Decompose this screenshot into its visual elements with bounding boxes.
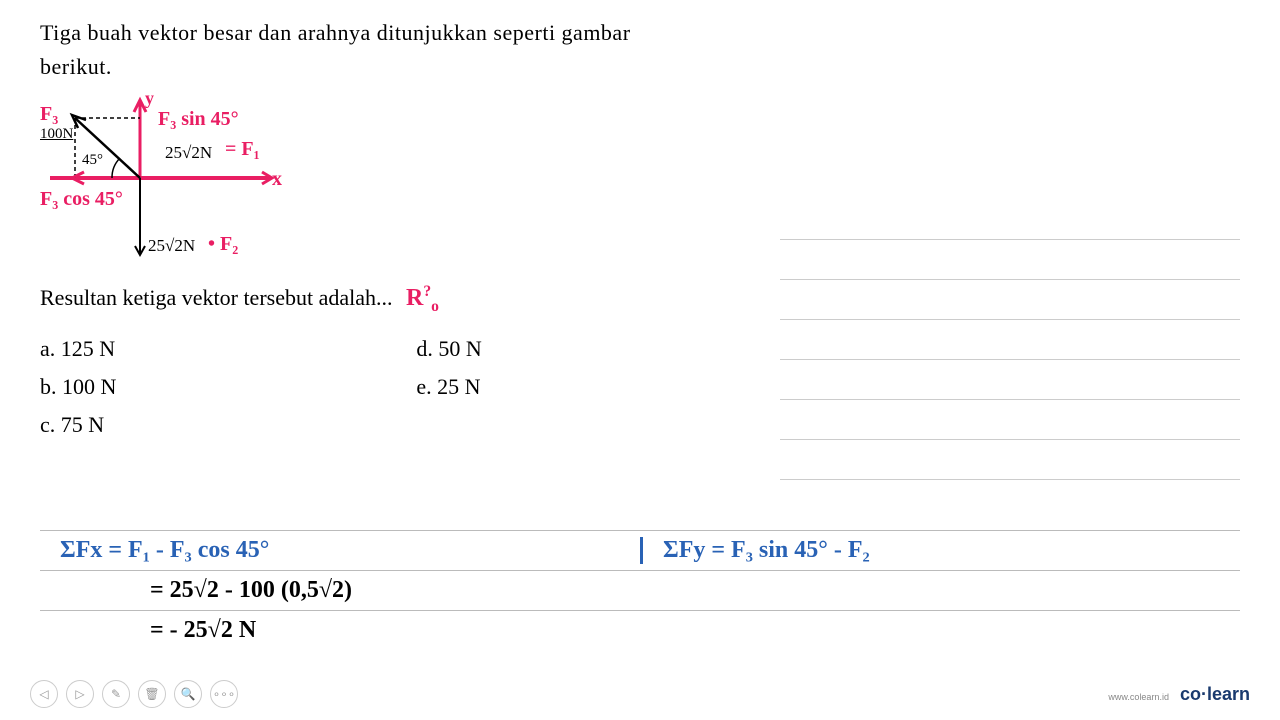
work-left-1: ΣFx = F₁ - F₃ cos 45° [40,537,640,564]
f2-value: 25√2N [148,236,195,256]
brand-name: co·learn [1180,684,1250,704]
question-line2: berikut. [40,54,1240,80]
question-line1: Tiga buah vektor besar dan arahnya ditun… [40,20,1240,46]
option-e: e. 25 N [416,374,481,400]
work-area: ΣFx = F₁ - F₃ cos 45° ΣFy = F₃ sin 45° -… [40,530,1240,650]
more-button[interactable]: ∘∘∘ [210,680,238,708]
controls: ◁ ▷ ✎ 🗑 🔍 ∘∘∘ [30,680,238,708]
f3-label: F₃ [40,103,58,126]
f3-value: 100N [40,126,73,143]
option-a: a. 125 N [40,336,116,362]
brand-logo: www.colearn.id co·learn [1108,684,1250,705]
ruled-lines [780,200,1240,480]
search-button[interactable]: 🔍 [174,680,202,708]
option-b: b. 100 N [40,374,116,400]
y-label: y [145,88,154,109]
option-c: c. 75 N [40,412,116,438]
edit-button[interactable]: ✎ [102,680,130,708]
subtitle-annotation: R?o [406,285,439,311]
f2-label: • F₂ [208,233,238,256]
vector-diagram: F₃ 100N y F₃ sin 45° 45° 25√2N = F₁ x F₃… [40,88,340,268]
f3cos: F₃ cos 45° [40,188,123,211]
f1-eq: = F₁ [225,138,260,161]
work-left-2: = 25√2 - 100 (0,5√2) [40,577,640,604]
subtitle-text: Resultan ketiga vektor tersebut adalah..… [40,285,393,310]
work-right-1: ΣFy = F₃ sin 45° - F₂ [640,537,1200,564]
f3sin: F₃ sin 45° [158,108,239,131]
work-left-3: = - 25√2 N [40,617,640,644]
option-d: d. 50 N [416,336,481,362]
angle: 45° [82,152,103,169]
f1-value: 25√2N [165,143,212,163]
delete-button[interactable]: 🗑 [138,680,166,708]
next-button[interactable]: ▷ [66,680,94,708]
x-label: x [272,168,282,191]
bottom-bar: ◁ ▷ ✎ 🗑 🔍 ∘∘∘ www.colearn.id co·learn [0,680,1280,708]
brand-url: www.colearn.id [1108,692,1169,702]
prev-button[interactable]: ◁ [30,680,58,708]
